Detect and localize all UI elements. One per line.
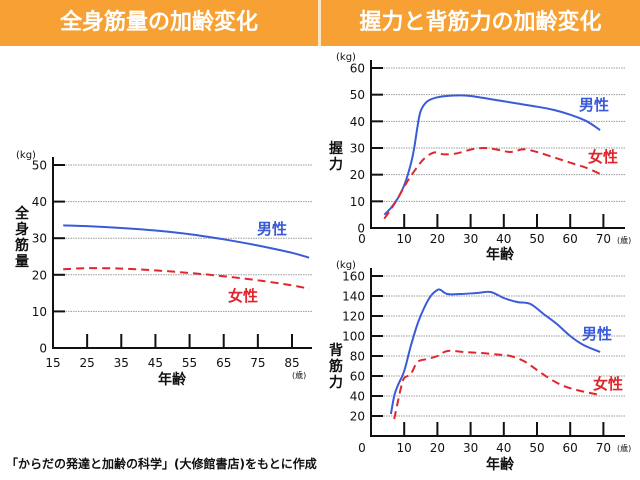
left-header: 全身筋量の加齢変化 — [0, 0, 318, 46]
x-axis-title: 年齢 — [486, 246, 515, 263]
x-tick-label: 70 — [596, 441, 611, 455]
x-tick-label: 45 — [148, 356, 163, 370]
series-line-female — [383, 146, 601, 220]
y-axis-title-char: 量 — [15, 254, 29, 270]
x-unit-label: (歳) — [617, 235, 631, 245]
source-note: 「からだの発達と加齢の科学」(大修館書店)をもとに作成 — [6, 457, 317, 471]
x-tick-label: 40 — [496, 441, 511, 455]
x-tick-label: 55 — [182, 356, 197, 370]
x-tick-label: 50 — [529, 441, 544, 455]
y-axis-title-char: 力 — [329, 156, 343, 173]
y-tick-label: 30 — [350, 142, 365, 156]
y-tick-label: 80 — [350, 350, 365, 364]
y-tick-label: 40 — [32, 195, 47, 209]
y-tick-label: 0 — [357, 222, 365, 236]
y-axis-title-char: 背 — [329, 342, 343, 359]
x-tick-label: 40 — [496, 232, 511, 246]
x-tick-label: 75 — [250, 356, 265, 370]
y-tick-label: 60 — [350, 370, 365, 384]
series-line-female — [393, 349, 601, 420]
y-unit-label: (kg) — [336, 260, 356, 271]
x-tick-label: 65 — [216, 356, 231, 370]
x-tick-label: 10 — [397, 441, 412, 455]
x-tick-label: 10 — [397, 232, 412, 246]
legend-male: 男性 — [579, 96, 609, 114]
y-unit-label: (kg) — [336, 52, 356, 63]
x-axis-title: 年齢 — [486, 456, 515, 473]
series-line-female — [63, 267, 310, 290]
y-axis-title-char: 筋 — [329, 358, 343, 375]
series-line-male — [389, 288, 601, 415]
x-tick-label: 15 — [45, 356, 60, 370]
x-tick-label: 0 — [358, 232, 366, 246]
y-tick-label: 160 — [342, 270, 365, 284]
y-axis-title-char: 身 — [15, 221, 29, 238]
y-tick-label: 120 — [342, 310, 365, 324]
y-tick-label: 100 — [342, 330, 365, 344]
x-tick-label: 20 — [430, 232, 445, 246]
y-tick-label: 20 — [350, 410, 365, 424]
legend-male: 男性 — [257, 220, 287, 238]
x-unit-label: (歳) — [617, 443, 631, 453]
y-tick-label: 140 — [342, 290, 365, 304]
x-tick-label: 35 — [114, 356, 129, 370]
y-axis-title-char: 力 — [329, 374, 343, 391]
legend-female: 女性 — [228, 287, 258, 305]
series-line-male — [63, 224, 310, 259]
x-tick-label: 60 — [563, 232, 578, 246]
y-axis-title-char: 握 — [329, 141, 343, 157]
series-line-male — [383, 94, 601, 216]
y-tick-label: 0 — [39, 342, 47, 356]
x-tick-label: 20 — [430, 441, 445, 455]
legend-male: 男性 — [582, 325, 612, 343]
x-axis-title: 年齢 — [158, 371, 187, 388]
chart-grip-strength: 0 10 20 30 40 50 60 0 10 20 30 40 50 60 70 (kg) (歳) 年齢 握力 男… — [329, 52, 631, 263]
legend-female: 女性 — [588, 148, 618, 166]
y-axis-title-char: 全 — [14, 205, 30, 222]
y-tick-label: 50 — [32, 159, 47, 173]
x-tick-label: 70 — [596, 232, 611, 246]
y-tick-label: 20 — [32, 268, 47, 282]
x-unit-label: (歳) — [292, 370, 306, 380]
x-tick-label: 60 — [563, 441, 578, 455]
y-tick-label: 20 — [350, 168, 365, 182]
x-tick-label: 30 — [463, 441, 478, 455]
y-tick-label: 10 — [32, 305, 47, 319]
y-tick-label: 30 — [32, 232, 47, 246]
y-tick-label: 40 — [350, 115, 365, 129]
y-tick-label: 10 — [350, 195, 365, 209]
y-tick-label: 50 — [350, 88, 365, 102]
x-tick-label: 50 — [529, 232, 544, 246]
x-tick-label: 30 — [463, 232, 478, 246]
right-header: 握力と背筋力の加齢変化 — [321, 0, 640, 46]
y-unit-label: (kg) — [16, 150, 36, 161]
chart-whole-body-muscle: 0 10 20 30 40 50 15 25 35 45 55 65 75 85 (kg) (歳) 年齢 全身筋量… — [14, 150, 312, 388]
header-divider — [318, 0, 321, 46]
x-tick-label: 85 — [284, 356, 299, 370]
y-tick-label: 40 — [350, 390, 365, 404]
x-tick-label: 25 — [80, 356, 95, 370]
legend-female: 女性 — [593, 375, 623, 393]
chart-back-strength: 20 40 60 80 100 120 140 160 0 10 20 30 40 50 60 70 (kg) (… — [329, 260, 631, 473]
y-tick-label: 60 — [350, 62, 365, 76]
x-tick-label: 0 — [358, 441, 366, 455]
y-axis-title-char: 筋 — [15, 237, 29, 254]
